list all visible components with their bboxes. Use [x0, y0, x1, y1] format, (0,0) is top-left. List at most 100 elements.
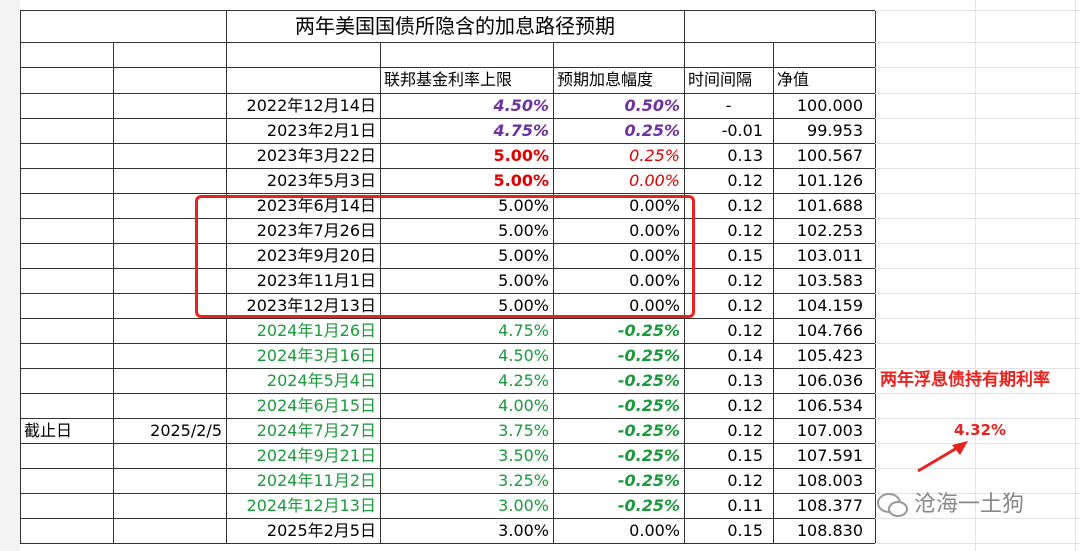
- row-border: [20, 42, 876, 43]
- grid-line: [875, 293, 1080, 294]
- grid-line: [875, 493, 1080, 494]
- cell: 2024年11月2日: [256, 471, 376, 490]
- cell: 0.00%: [629, 221, 680, 240]
- row-border: [20, 393, 876, 394]
- col-border: [113, 42, 114, 543]
- cell: 5.00%: [493, 171, 549, 190]
- cell: 3.00%: [498, 496, 549, 515]
- cell: 2023年11月1日: [256, 271, 376, 290]
- cell: 0.12: [727, 421, 763, 440]
- row-border: [20, 468, 876, 469]
- cell: 104.159: [796, 296, 863, 315]
- grid-line: [875, 518, 1080, 519]
- cell: 0.12: [727, 171, 763, 190]
- cell: 2023年7月26日: [256, 221, 376, 240]
- row-border: [20, 543, 876, 544]
- cell: 5.00%: [498, 296, 549, 315]
- cell: 102.253: [796, 221, 863, 240]
- cell: 0.00%: [629, 246, 680, 265]
- header-cell: 净值: [777, 70, 810, 89]
- col-border: [380, 42, 381, 543]
- cell: -0.25%: [617, 446, 680, 465]
- header-cell: 联邦基金利率上限: [384, 70, 513, 89]
- grid-line: [875, 318, 1080, 319]
- cell: 3.25%: [498, 471, 549, 490]
- watermark: 沧海一土狗: [914, 492, 1025, 517]
- cell: 0.15: [727, 446, 763, 465]
- row-border: [20, 368, 876, 369]
- cell: 108.830: [796, 521, 863, 540]
- grid-line: [875, 418, 1080, 419]
- cell: -0.25%: [617, 471, 680, 490]
- cell: 2024年3月16日: [256, 346, 376, 365]
- cell: 0.12: [727, 321, 763, 340]
- cell: -: [725, 96, 732, 115]
- cell: 0.25%: [629, 146, 680, 165]
- cell: 0.12: [727, 296, 763, 315]
- cell: 2023年9月20日: [256, 246, 376, 265]
- cell: 2024年5月4日: [266, 371, 376, 390]
- annotation-value: 4.32%: [954, 421, 1007, 439]
- header-cell: 时间间隔: [688, 70, 753, 89]
- row-border: [20, 218, 876, 219]
- arrow: [917, 441, 968, 473]
- cell: 105.423: [796, 346, 863, 365]
- row-border: [20, 268, 876, 269]
- cell: 0.00%: [629, 271, 680, 290]
- cell: -0.25%: [617, 421, 680, 440]
- row-border: [20, 493, 876, 494]
- cell: 2024年9月21日: [256, 446, 376, 465]
- grid-line: [0, 0, 20, 551]
- row-border: [20, 318, 876, 319]
- cell: 0.00%: [629, 296, 680, 315]
- grid-line: [875, 368, 1080, 369]
- cell: -0.25%: [617, 371, 680, 390]
- grid-line: [875, 168, 1080, 169]
- cell: 4.75%: [493, 121, 549, 140]
- cell: 5.00%: [498, 271, 549, 290]
- row-border: [20, 93, 876, 94]
- cell: 0.00%: [629, 196, 680, 215]
- cell: 2024年6月15日: [256, 396, 376, 415]
- cell: 108.377: [796, 496, 863, 515]
- cell: 0.50%: [624, 96, 680, 115]
- cell: 0.00%: [629, 171, 680, 190]
- cell: 0.15: [727, 521, 763, 540]
- col-border: [20, 10, 21, 543]
- row-border: [20, 518, 876, 519]
- row-border: [20, 443, 876, 444]
- cell: 103.583: [796, 271, 863, 290]
- cutoff-date: 2025/2/5: [150, 421, 222, 440]
- grid-line: [875, 268, 1080, 269]
- row-border: [20, 418, 876, 419]
- grid-line: [875, 543, 1080, 544]
- cell: -0.25%: [617, 396, 680, 415]
- cell: 0.13: [727, 371, 763, 390]
- cell: 106.534: [796, 396, 863, 415]
- row-border: [20, 343, 876, 344]
- cell: 2023年3月22日: [256, 146, 376, 165]
- cell: 107.591: [796, 446, 863, 465]
- cell: 0.12: [727, 196, 763, 215]
- cell: 0.12: [727, 471, 763, 490]
- col-border: [553, 42, 554, 543]
- col-border: [875, 10, 876, 543]
- cell: 0.14: [727, 346, 763, 365]
- cell: 107.003: [796, 421, 863, 440]
- grid-line: [875, 443, 1080, 444]
- cell: 5.00%: [498, 246, 549, 265]
- cutoff-label: 截止日: [24, 421, 73, 440]
- cell: 103.011: [796, 246, 863, 265]
- watermark-icon: [877, 493, 908, 517]
- cell: 2024年7月27日: [256, 421, 376, 440]
- cell: 0.12: [727, 396, 763, 415]
- row-border: [20, 243, 876, 244]
- row-border: [20, 10, 876, 11]
- cell: 3.00%: [498, 521, 549, 540]
- cell: 0.12: [727, 271, 763, 290]
- cell: 101.688: [796, 196, 863, 215]
- cell: 2023年5月3日: [266, 171, 376, 190]
- cell: 0.13: [727, 146, 763, 165]
- row-border: [20, 143, 876, 144]
